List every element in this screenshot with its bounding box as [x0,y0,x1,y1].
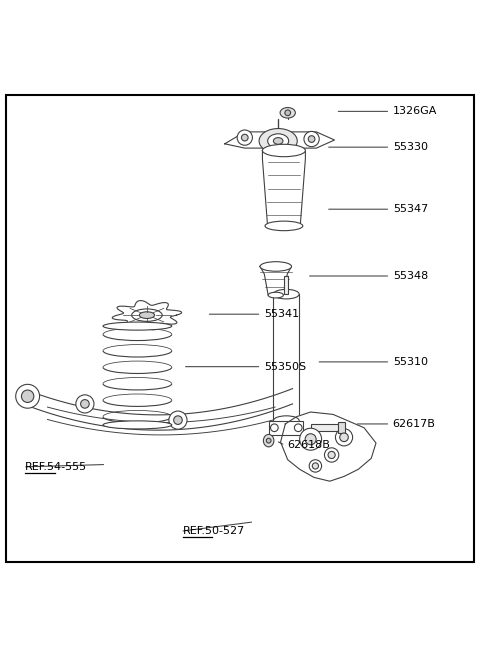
Circle shape [300,428,322,450]
Circle shape [174,416,182,424]
Circle shape [294,424,302,432]
Ellipse shape [259,129,297,153]
Bar [311,424,343,430]
Text: 55310: 55310 [393,357,428,367]
FancyBboxPatch shape [6,95,474,562]
Circle shape [266,438,271,443]
Circle shape [328,451,335,459]
Circle shape [285,110,290,116]
Circle shape [76,395,94,413]
Bar [274,294,299,420]
Ellipse shape [268,292,283,298]
Circle shape [308,136,315,143]
Text: 55341: 55341 [264,309,299,319]
Circle shape [324,448,339,462]
Ellipse shape [265,221,303,231]
Bar [269,420,303,435]
Circle shape [81,399,89,408]
Circle shape [22,390,34,403]
Polygon shape [281,412,376,481]
Ellipse shape [132,309,162,321]
Ellipse shape [139,312,155,319]
Ellipse shape [103,421,172,429]
Text: REF.54-555: REF.54-555 [25,462,87,472]
Circle shape [16,384,39,408]
Text: 55348: 55348 [393,271,428,281]
Bar [338,422,346,433]
Circle shape [305,434,316,445]
Circle shape [271,424,278,432]
Ellipse shape [274,137,283,145]
Text: 62617B: 62617B [393,419,435,429]
Ellipse shape [103,322,172,330]
Text: 55330: 55330 [393,142,428,152]
Polygon shape [225,132,335,148]
Ellipse shape [274,289,299,299]
Polygon shape [260,267,291,295]
Text: 55350S: 55350S [264,361,306,372]
Text: 62618B: 62618B [288,440,331,451]
Circle shape [340,433,348,442]
Ellipse shape [280,108,295,118]
Circle shape [312,463,319,469]
Bar [284,276,288,294]
Text: 1326GA: 1326GA [393,106,437,116]
Ellipse shape [268,134,288,148]
Circle shape [237,130,252,145]
Polygon shape [112,300,181,330]
Circle shape [309,460,322,472]
Circle shape [241,134,248,141]
Circle shape [304,131,319,147]
Text: 55347: 55347 [393,204,428,214]
Circle shape [336,429,353,446]
Circle shape [169,411,187,429]
Polygon shape [263,150,305,226]
Ellipse shape [274,416,299,425]
Ellipse shape [263,145,305,157]
Ellipse shape [260,261,291,271]
Ellipse shape [264,434,274,447]
Text: REF.50-527: REF.50-527 [183,526,245,536]
